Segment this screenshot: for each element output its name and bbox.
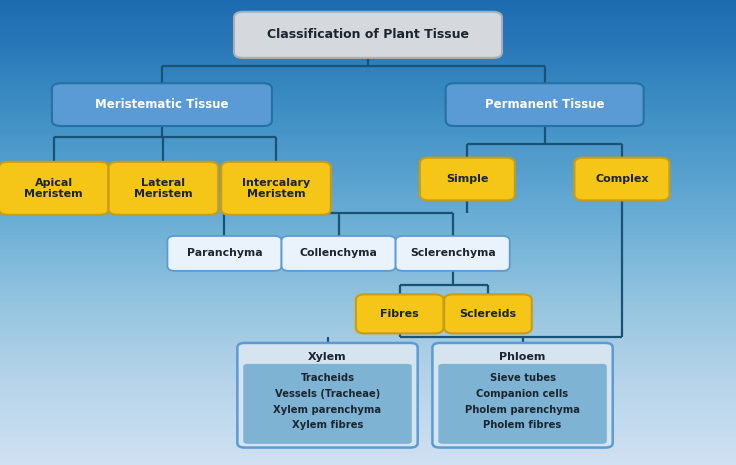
FancyBboxPatch shape: [420, 158, 515, 200]
Text: Simple: Simple: [446, 174, 489, 184]
Text: Sclerenchyma: Sclerenchyma: [410, 248, 495, 259]
FancyBboxPatch shape: [438, 364, 606, 444]
FancyBboxPatch shape: [243, 364, 412, 444]
Text: Apical
Meristem: Apical Meristem: [24, 178, 83, 199]
FancyBboxPatch shape: [0, 162, 109, 215]
Text: Meristematic Tissue: Meristematic Tissue: [95, 98, 229, 111]
Text: Xylem fibres: Xylem fibres: [292, 420, 363, 431]
FancyBboxPatch shape: [432, 343, 612, 447]
Text: Collenchyma: Collenchyma: [300, 248, 378, 259]
FancyBboxPatch shape: [52, 83, 272, 126]
Text: Xylem parenchyma: Xylem parenchyma: [274, 405, 381, 415]
Text: Lateral
Meristem: Lateral Meristem: [134, 178, 193, 199]
FancyBboxPatch shape: [237, 343, 418, 447]
FancyBboxPatch shape: [109, 162, 218, 215]
FancyBboxPatch shape: [445, 294, 531, 333]
Text: Companion cells: Companion cells: [476, 389, 569, 399]
Text: Tracheids: Tracheids: [300, 373, 355, 383]
Text: Complex: Complex: [595, 174, 648, 184]
FancyBboxPatch shape: [574, 158, 669, 200]
Text: Xylem: Xylem: [308, 352, 347, 362]
FancyBboxPatch shape: [167, 236, 281, 271]
Text: Paranchyma: Paranchyma: [187, 248, 262, 259]
FancyBboxPatch shape: [445, 83, 643, 126]
Text: Phloem: Phloem: [499, 352, 546, 362]
FancyBboxPatch shape: [234, 12, 502, 58]
Text: Sieve tubes: Sieve tubes: [489, 373, 556, 383]
Text: Vessels (Tracheae): Vessels (Tracheae): [275, 389, 381, 399]
Text: Pholem fibres: Pholem fibres: [484, 420, 562, 431]
FancyBboxPatch shape: [396, 236, 509, 271]
FancyBboxPatch shape: [356, 294, 443, 333]
Text: Intercalary
Meristem: Intercalary Meristem: [242, 178, 310, 199]
Text: Permanent Tissue: Permanent Tissue: [485, 98, 604, 111]
Text: Fibres: Fibres: [381, 309, 419, 319]
Text: Sclereids: Sclereids: [459, 309, 517, 319]
FancyBboxPatch shape: [221, 162, 330, 215]
FancyBboxPatch shape: [281, 236, 396, 271]
Text: Pholem parenchyma: Pholem parenchyma: [465, 405, 580, 415]
Text: Classification of Plant Tissue: Classification of Plant Tissue: [267, 28, 469, 41]
